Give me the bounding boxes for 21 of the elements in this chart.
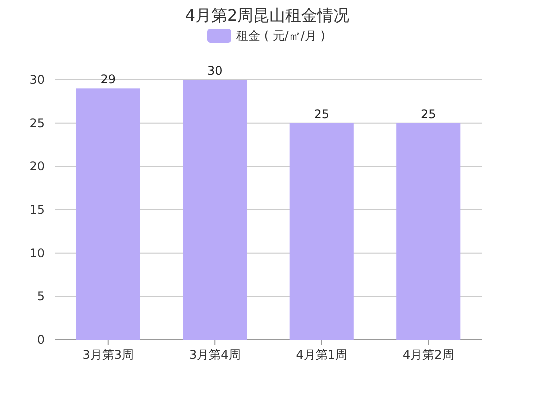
- data-label: 30: [207, 64, 223, 78]
- x-tick-label: 4月第1周: [296, 348, 348, 362]
- legend-label: 租金 ( 元/㎡/月 ): [236, 29, 326, 43]
- y-tick-label: 25: [30, 116, 45, 130]
- y-tick-label: 10: [30, 246, 45, 260]
- y-tick-label: 15: [30, 203, 45, 217]
- y-tick-label: 30: [30, 73, 45, 87]
- bar: [290, 123, 354, 340]
- x-tick-label: 3月第4周: [189, 348, 241, 362]
- y-tick-label: 20: [30, 160, 45, 174]
- bar: [76, 88, 140, 340]
- data-label: 25: [420, 107, 436, 122]
- data-label: 25: [314, 107, 330, 122]
- data-label: 29: [100, 72, 116, 87]
- x-tick-label: 3月第3周: [82, 348, 134, 362]
- x-tick-label: 4月第2周: [402, 348, 454, 362]
- chart-title: 4月第2周昆山租金情况: [185, 6, 350, 25]
- y-tick-label: 5: [37, 290, 45, 304]
- bar: [183, 80, 248, 340]
- y-tick-label: 0: [37, 333, 45, 347]
- bar: [396, 123, 461, 340]
